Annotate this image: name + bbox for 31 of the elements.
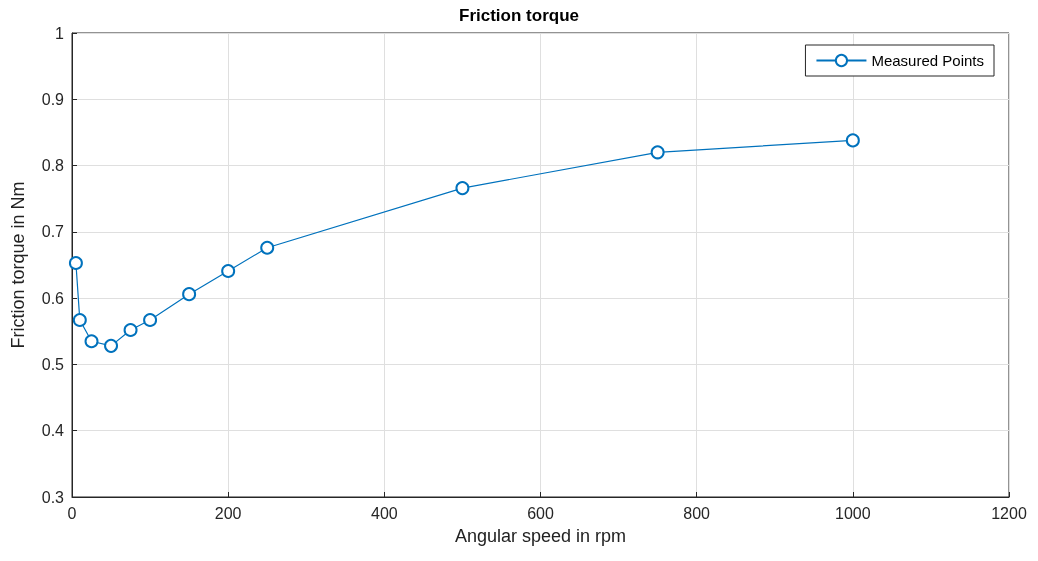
y-tick-label: 0.5 <box>41 355 65 373</box>
point <box>123 322 138 337</box>
y-tick-label: 0.8 <box>41 157 65 175</box>
y-tick-label: 1 <box>55 24 65 42</box>
point <box>68 256 83 271</box>
y-tick-label: 0.6 <box>41 289 65 307</box>
point <box>260 240 275 255</box>
y-axis-title: Friction torque in Nm <box>8 181 28 349</box>
chart-title: Friction torque <box>459 6 579 25</box>
x-tick-label: 1200 <box>991 504 1027 522</box>
x-tick-label: 0 <box>67 504 77 522</box>
point <box>845 133 860 148</box>
y-tick-label: 0.7 <box>41 223 65 241</box>
point <box>221 263 236 278</box>
y-tick-label: 0.4 <box>41 422 65 440</box>
point <box>182 287 197 302</box>
x-tick-label: 1000 <box>835 504 871 522</box>
y-tick-label: 0.9 <box>41 90 65 108</box>
point <box>72 313 87 328</box>
x-tick-label: 200 <box>214 504 242 522</box>
x-tick-label: 400 <box>370 504 398 522</box>
y-tick-label: 0.3 <box>41 488 65 506</box>
x-tick-label: 600 <box>527 504 554 522</box>
legend-label: Measured Points <box>871 52 984 69</box>
point <box>650 145 665 160</box>
x-tick-label: 800 <box>683 504 711 522</box>
point <box>84 334 99 349</box>
x-axis-title: Angular speed in rpm <box>454 526 627 546</box>
point <box>104 338 119 353</box>
point <box>455 181 470 196</box>
point <box>143 313 158 328</box>
